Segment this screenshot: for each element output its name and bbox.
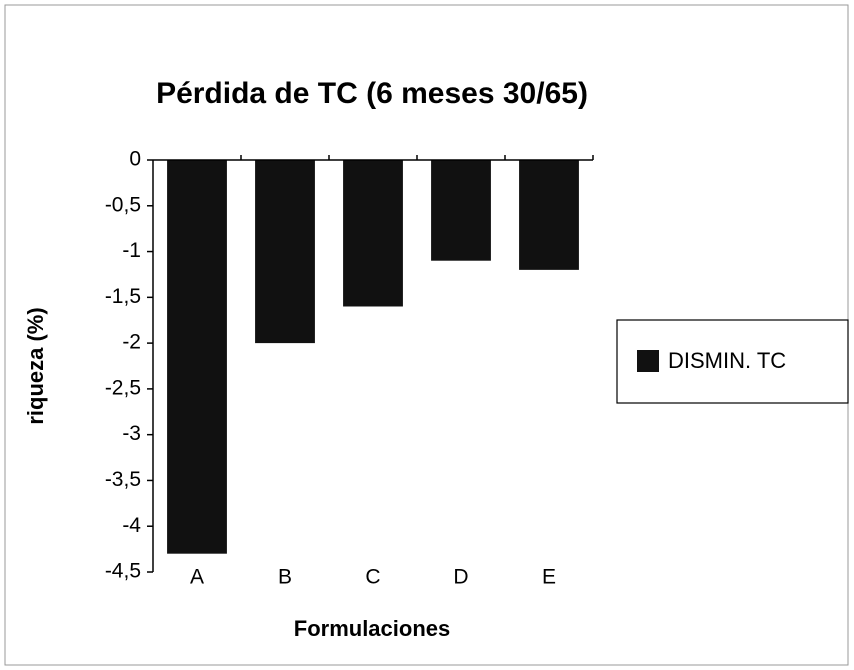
y-tick-label: -0,5 [105,193,141,216]
x-tick-label: A [190,566,204,589]
y-tick-label: -3 [122,422,141,445]
legend-swatch [637,350,659,372]
legend-label: DISMIN. TC [668,348,786,373]
y-tick-label: -2,5 [105,376,141,399]
y-tick-label: -3,5 [105,468,141,491]
x-axis-title: Formulaciones [294,616,450,641]
bar [167,160,227,554]
x-tick-label: D [453,566,468,589]
y-tick-label: -1 [122,239,141,262]
bar [343,160,403,307]
x-tick-label: C [365,566,380,589]
y-tick-label: -4 [122,514,141,537]
x-tick-label: E [542,566,556,589]
y-tick-label: -2 [122,331,141,354]
y-axis-title: riqueza (%) [23,307,48,424]
bar [519,160,579,270]
y-tick-label: 0 [129,148,141,171]
bar [255,160,315,344]
bar [431,160,491,261]
y-tick-label: -1,5 [105,285,141,308]
x-tick-label: B [278,566,292,589]
y-tick-label: -4,5 [105,560,141,583]
chart-title: Pérdida de TC (6 meses 30/65) [156,77,588,110]
